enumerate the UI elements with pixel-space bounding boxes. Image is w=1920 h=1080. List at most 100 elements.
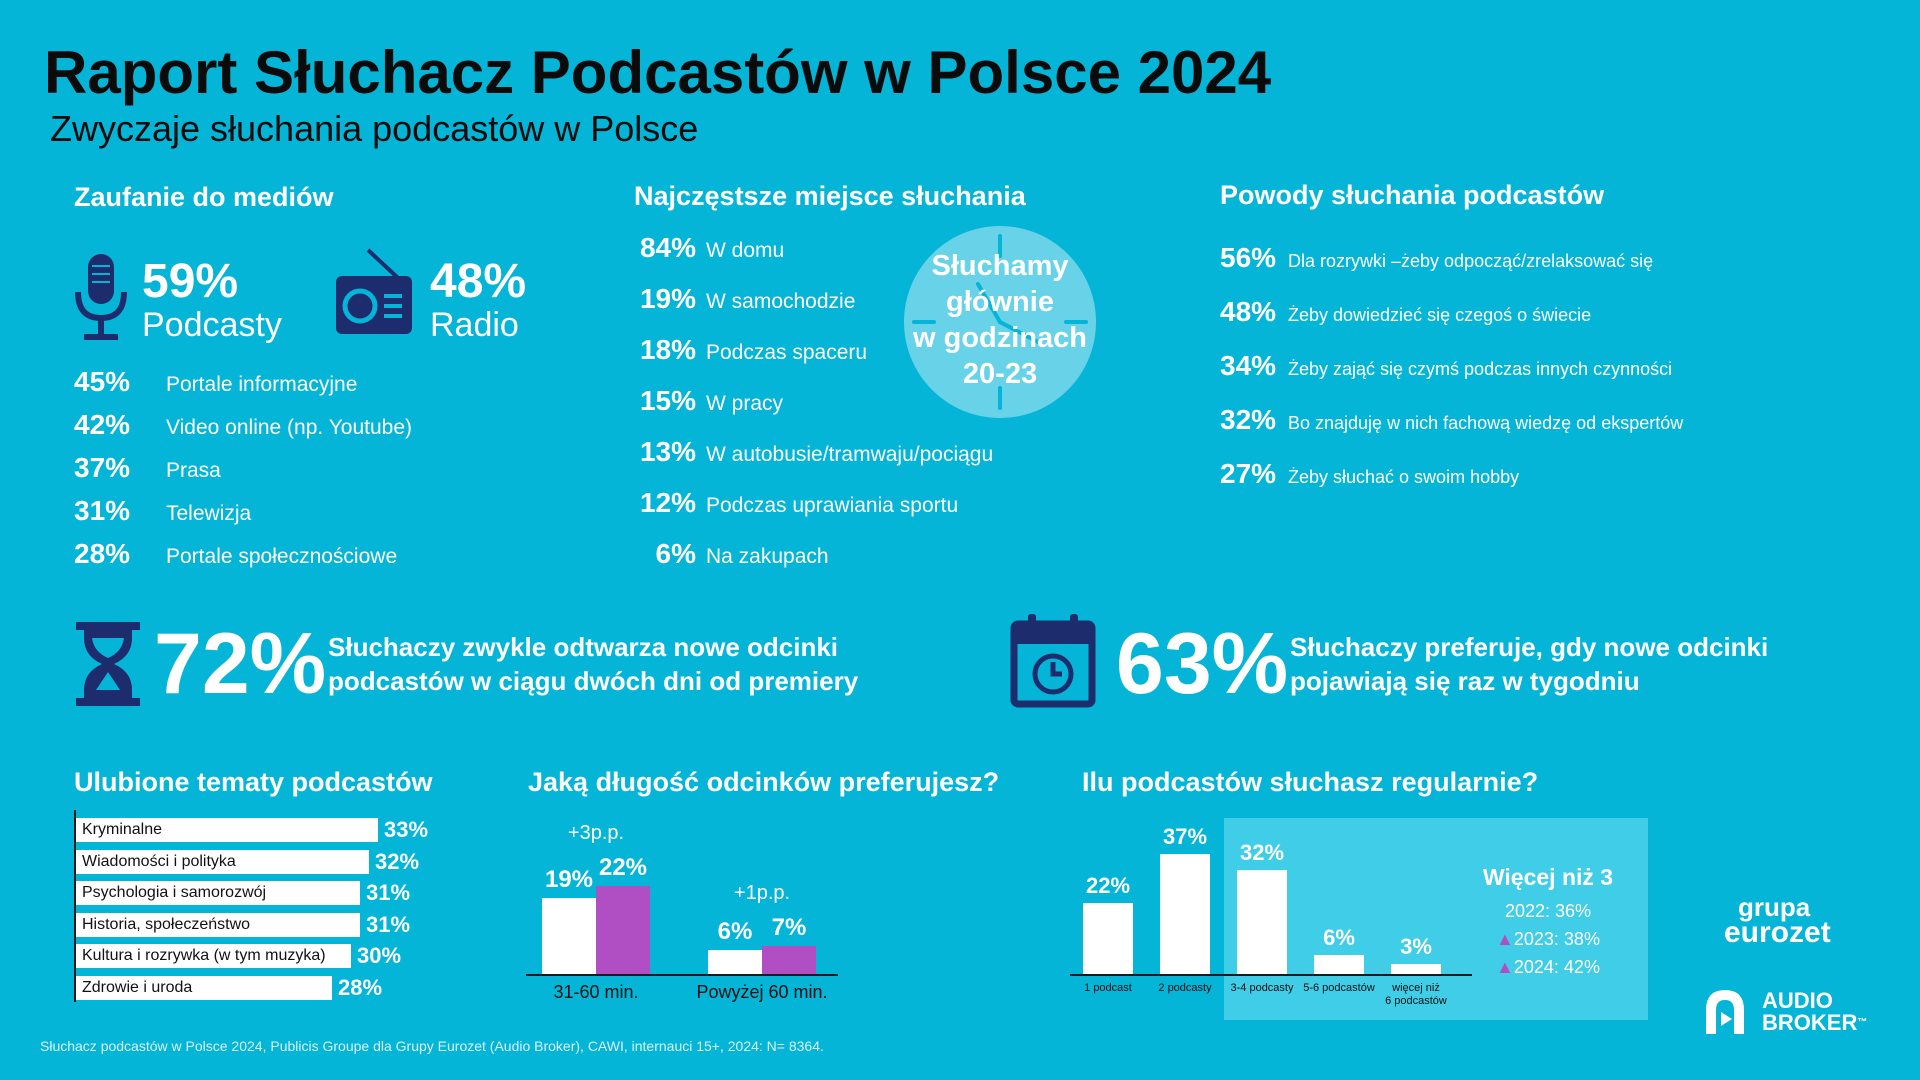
radio-icon — [336, 248, 412, 334]
place-item-row: 15% W pracy — [634, 385, 783, 417]
trust-item-value: 28% — [74, 538, 131, 569]
stat1-line: podcastów w ciągu dwóch dni od premiery — [328, 666, 859, 696]
count-category-line: 3-4 podcasty — [1230, 982, 1294, 994]
trust-item-row: 31% Telewizja — [74, 495, 251, 527]
stat2-line: pojawiają się raz w tygodniu — [1290, 666, 1640, 696]
place-item-label: Podczas uprawiania sportu — [706, 494, 959, 517]
topic-bar-value: 31% — [366, 911, 411, 937]
trust-item-row: 45% Portale informacyjne — [74, 366, 357, 398]
place-item-label: W samochodzie — [706, 290, 856, 313]
reason-item-row: 34% Żeby zająć się czymś podczas innych c… — [1220, 350, 1672, 382]
eurozet-logo-line: eurozet — [1724, 916, 1831, 949]
count-bar-value: 6% — [1323, 925, 1355, 950]
radio-trust-label: Radio — [430, 306, 519, 344]
count-category-line: 6 podcastów — [1385, 995, 1447, 1007]
count-category-label: 1 podcast — [1063, 982, 1153, 995]
clock-text-line: Słuchamy — [931, 250, 1069, 282]
length-bar-value: 19% — [544, 866, 594, 893]
stat2-line: Słuchaczy preferuje, gdy nowe odcinki — [1290, 632, 1769, 662]
topic-bar-row: Wiadomości i polityka 32% — [76, 848, 420, 874]
radio-trust-value: 48% — [430, 255, 527, 308]
reason-item-row: 32% Bo znajduję w nich fachową wiedzę od … — [1220, 404, 1683, 436]
length-category-label: 31-60 min. — [553, 982, 639, 1002]
reason-item-value: 27% — [1220, 458, 1277, 489]
trust-item-row: 28% Portale społecznościowe — [74, 538, 397, 570]
trust-item-value: 37% — [74, 452, 131, 483]
reason-item-label: Bo znajduję w nich fachową wiedzę od eks… — [1288, 413, 1684, 433]
reason-item-value: 34% — [1220, 350, 1277, 381]
topic-bar-row: Psychologia i samorozwój 31% — [76, 880, 410, 905]
stat2-text: Słuchaczy preferuje, gdy nowe odcinki po… — [1290, 630, 1768, 698]
length-bar-value: 7% — [771, 914, 807, 941]
footnote: Słuchacz podcastów w Polsce 2024, Public… — [40, 1038, 824, 1054]
clock-text-line: w godzinach — [913, 322, 1087, 354]
reason-item-label: Dla rozrywki –żeby odpocząć/zrelaksować … — [1288, 251, 1654, 271]
count-bar — [1160, 854, 1210, 974]
topic-bar-label: Wiadomości i polityka — [82, 852, 236, 870]
clock-text: Słuchamy głównie w godzinach 20-23 — [900, 248, 1100, 392]
topic-bar-value: 30% — [357, 943, 402, 968]
trust-item-label: Prasa — [166, 459, 221, 482]
reason-item-row: 48% Żeby dowiedzieć się czegoś o świecie — [1220, 296, 1591, 328]
place-item-label: W domu — [706, 239, 785, 262]
trust-item-label: Portale społecznościowe — [166, 545, 398, 568]
reason-item-label: Żeby słuchać o swoim hobby — [1288, 467, 1520, 487]
trust-section-title: Zaufanie do mediów — [74, 182, 334, 212]
length-bar — [542, 898, 596, 974]
topic-bar-row: Zdrowie i uroda 28% — [76, 975, 382, 1000]
place-item-value: 12% — [639, 487, 696, 518]
place-item-row: 12% Podczas uprawiania sportu — [634, 487, 958, 519]
count-category-line: 1 podcast — [1084, 982, 1132, 994]
topic-bar-value: 32% — [375, 848, 420, 874]
topics-section-title: Ulubione tematy podcastów — [74, 767, 433, 797]
stat1-text: Słuchaczy zwykle odtwarza nowe odcinki p… — [328, 630, 858, 698]
eurozet-logo-line: grupa — [1738, 892, 1811, 922]
length-bar — [708, 950, 762, 974]
count-bar-value: 37% — [1162, 824, 1208, 849]
topic-bar-value: 33% — [384, 817, 429, 842]
arrow-up-icon: ▲ — [1496, 957, 1514, 977]
more-than-3-line-up: ▲2024: 42% — [1460, 953, 1636, 981]
places-section-title: Najczęstsze miejsce słuchania — [634, 181, 1026, 211]
topic-bar-row: Historia, społeczeństwo 31% — [76, 911, 411, 937]
reason-item-row: 56% Dla rozrywki –żeby odpocząć/zrelaksow… — [1220, 242, 1653, 274]
count-bar-value: 22% — [1085, 873, 1131, 898]
topic-bar-row: Kryminalne 33% — [76, 817, 429, 842]
place-item-row: 84% W domu — [634, 232, 784, 264]
microphone-icon — [75, 254, 127, 340]
place-item-row: 6% Na zakupach — [634, 538, 829, 570]
count-bar-value: 3% — [1400, 934, 1432, 959]
stat1-value: 72% — [154, 616, 327, 712]
more-than-3-line-text: 2024: 42% — [1513, 957, 1600, 977]
reasons-section-title: Powody słuchania podcastów — [1220, 180, 1605, 210]
length-bar — [596, 886, 650, 974]
clock-text-line: głównie — [946, 286, 1054, 318]
place-item-label: W autobusie/tramwaju/pociągu — [706, 443, 994, 466]
length-bar — [762, 946, 816, 974]
length-bar-value: 22% — [598, 854, 648, 881]
stat1-line: Słuchaczy zwykle odtwarza nowe odcinki — [328, 632, 839, 662]
more-than-3-line: 2022: 36% — [1504, 901, 1592, 921]
place-item-label: W pracy — [706, 392, 784, 415]
more-than-3-panel — [1224, 818, 1648, 1020]
audio-broker-logo-line: AUDIO — [1762, 988, 1833, 1013]
count-category-label: 2 podcasty — [1140, 982, 1230, 995]
length-annotation: +1p.p. — [733, 882, 791, 904]
audio-broker-logo: AUDIO BROKER™ — [1762, 990, 1867, 1034]
arrow-up-icon: ▲ — [1496, 929, 1514, 949]
audio-broker-icon — [1706, 990, 1744, 1034]
trademark-mark: ™ — [1857, 1017, 1868, 1028]
count-category-line: więcej niż — [1392, 982, 1440, 994]
count-axis — [1070, 974, 1472, 976]
reason-item-value: 48% — [1220, 296, 1277, 327]
count-bar — [1391, 964, 1441, 974]
count-category-label: więcej niż 6 podcastów — [1371, 982, 1461, 1008]
length-category-label: Powyżej 60 min. — [696, 982, 828, 1002]
reason-item-label: Żeby zająć się czymś podczas innych czyn… — [1288, 359, 1673, 379]
topic-bar-label: Kultura i rozrywka (w tym muzyka) — [82, 947, 326, 964]
count-category-label: 5-6 podcastów — [1294, 982, 1384, 995]
count-section-title: Ilu podcastów słuchasz regularnie? — [1082, 767, 1539, 797]
more-than-3-line-text: 2023: 38% — [1513, 929, 1600, 949]
reason-item-value: 56% — [1220, 242, 1277, 273]
count-category-line: 2 podcasty — [1158, 982, 1212, 994]
